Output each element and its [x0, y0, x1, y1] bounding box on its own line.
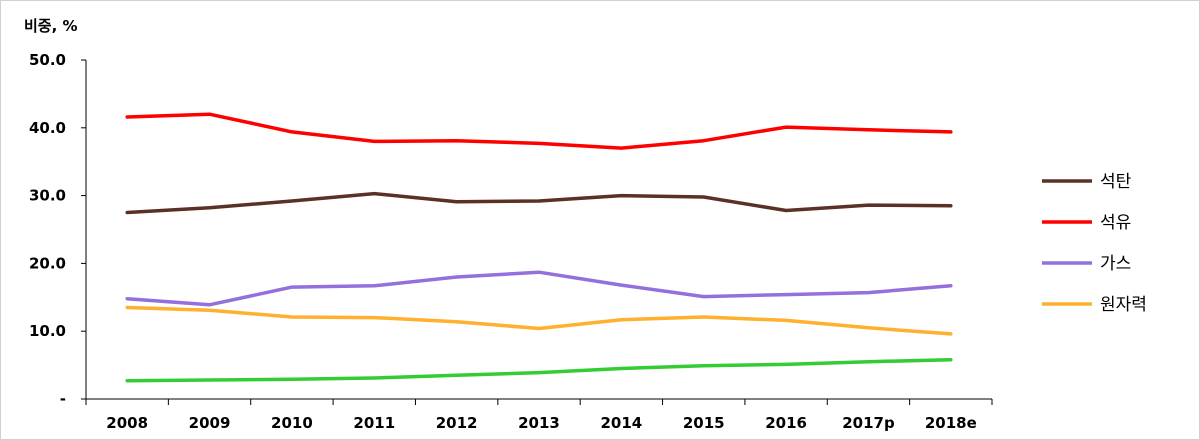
- x-tick-label: 2010: [271, 414, 313, 432]
- x-tick-label: 2013: [518, 414, 560, 432]
- y-tick-label: 10.0: [29, 322, 66, 340]
- x-tick-label: 2016: [765, 414, 807, 432]
- series-line-2: [125, 112, 953, 150]
- y-tick-label: 30.0: [29, 187, 66, 205]
- x-tick-label: 2012: [436, 414, 478, 432]
- x-tick-label: 2008: [106, 414, 148, 432]
- series-line-3: [125, 270, 953, 307]
- series-line-5: [125, 357, 953, 383]
- x-tick-label: 2017p: [842, 414, 895, 432]
- series-line-4: [125, 305, 953, 336]
- y-tick-label: -: [60, 390, 66, 408]
- x-tick-label: 2015: [683, 414, 725, 432]
- legend-label: 가스: [1100, 254, 1131, 274]
- x-tick-label: 2018e: [925, 414, 977, 432]
- series-line-1: [125, 191, 953, 215]
- y-tick-label: 20.0: [29, 254, 66, 272]
- legend-label: 원자력: [1100, 295, 1147, 315]
- legend-label: 석유: [1100, 213, 1131, 233]
- y-tick-label: 50.0: [29, 51, 66, 69]
- legend-label: 석탄: [1100, 172, 1132, 192]
- x-tick-label: 2009: [189, 414, 231, 432]
- y-axis-label: 비중, %: [24, 17, 78, 35]
- y-tick-label: 40.0: [29, 119, 66, 137]
- x-tick-label: 2011: [353, 414, 395, 432]
- x-tick-label: 2014: [600, 414, 642, 432]
